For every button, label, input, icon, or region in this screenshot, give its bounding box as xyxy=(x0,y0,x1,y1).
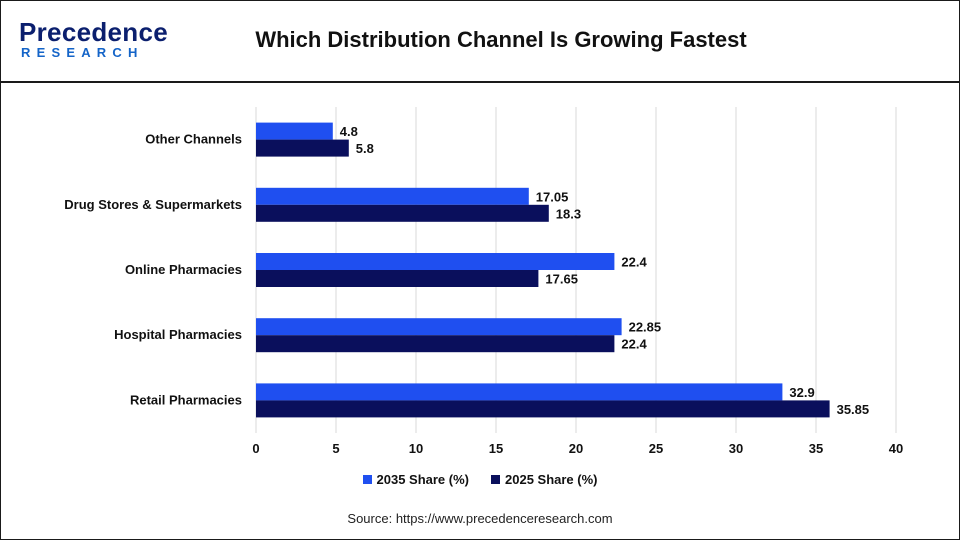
x-tick-label: 40 xyxy=(889,441,903,456)
bar xyxy=(256,139,349,157)
legend-swatch-2035 xyxy=(362,474,372,484)
legend-item-2035: 2035 Share (%) xyxy=(362,470,470,488)
bar xyxy=(256,187,529,205)
bar xyxy=(256,204,549,222)
x-tick-label: 15 xyxy=(489,441,503,456)
bar xyxy=(256,122,333,140)
bar xyxy=(256,400,830,418)
data-label: 5.8 xyxy=(356,141,374,156)
bar xyxy=(256,253,615,270)
category-label: Hospital Pharmacies xyxy=(114,327,242,342)
data-label: 35.85 xyxy=(837,402,870,417)
legend: 2035 Share (%) 2025 Share (%) xyxy=(1,470,959,488)
category-label: Other Channels xyxy=(145,132,242,147)
category-label: Drug Stores & Supermarkets xyxy=(64,197,242,212)
x-tick-label: 0 xyxy=(252,441,259,456)
category-label: Retail Pharmacies xyxy=(130,392,242,407)
bar-chart: 0 5 10 15 20 25 30 35 40 Other Channels 4.8 5.8 Drug… xyxy=(64,107,903,456)
data-label: 17.05 xyxy=(536,189,569,204)
logo-subtitle: RESEARCH xyxy=(21,45,144,60)
legend-label-2035: 2035 Share (%) xyxy=(376,471,470,487)
x-tick-label: 10 xyxy=(409,441,423,456)
source-note: Source: https://www.precedenceresearch.c… xyxy=(347,511,613,526)
data-label: 18.3 xyxy=(556,206,581,221)
x-tick-label: 20 xyxy=(569,441,583,456)
bar xyxy=(256,318,622,336)
bar xyxy=(256,335,615,353)
logo-wordmark: Precedence xyxy=(19,17,168,47)
data-label: 22.4 xyxy=(621,337,647,352)
bar xyxy=(256,383,783,401)
category-label: Online Pharmacies xyxy=(125,262,242,277)
data-label: 17.65 xyxy=(545,272,578,287)
legend-swatch-2025 xyxy=(491,474,500,484)
x-tick-label: 30 xyxy=(729,441,743,456)
data-label: 32.9 xyxy=(789,385,814,400)
data-label: 22.85 xyxy=(629,320,662,335)
legend-label-2025: 2025 Share (%) xyxy=(505,471,598,487)
header: Precedence RESEARCH Which Distribution C… xyxy=(1,1,959,83)
data-label: 4.8 xyxy=(340,124,358,139)
legend-item-2025: 2025 Share (%) xyxy=(491,470,598,488)
x-tick-label: 35 xyxy=(809,441,823,456)
x-tick-label: 25 xyxy=(649,441,663,456)
chart-title: Which Distribution Channel Is Growing Fa… xyxy=(255,27,747,52)
x-tick-label: 5 xyxy=(332,441,339,456)
data-label: 22.4 xyxy=(621,255,647,270)
brand-logo: Precedence RESEARCH xyxy=(19,17,168,65)
bar xyxy=(256,270,539,287)
